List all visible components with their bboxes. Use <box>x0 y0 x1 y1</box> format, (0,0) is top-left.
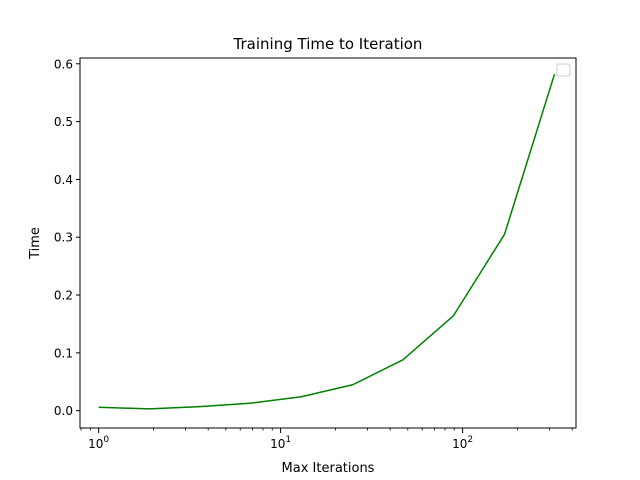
y-axis-label: Time <box>28 227 43 260</box>
y-tick-label: 0.4 <box>54 173 73 187</box>
x-axis-label: Max Iterations <box>282 461 375 476</box>
y-tick-label: 0.5 <box>54 115 73 129</box>
plot-area <box>98 73 556 410</box>
y-axis: 0.0 0.1 0.2 0.3 0.4 0.5 0.6 <box>54 57 80 418</box>
x-tick-label: 102 <box>452 435 473 451</box>
legend-box <box>556 63 571 77</box>
y-tick-label: 0.0 <box>54 404 73 418</box>
plot-frame <box>79 57 577 429</box>
series-line-0 <box>98 73 556 410</box>
y-tick-label: 0.6 <box>54 57 73 71</box>
x-tick-label: 100 <box>88 435 109 451</box>
y-tick-label: 0.1 <box>54 346 73 360</box>
y-tick-label: 0.3 <box>54 231 73 245</box>
x-tick-label: 101 <box>270 435 291 451</box>
y-tick-label: 0.2 <box>54 289 73 303</box>
x-axis: 100 101 102 <box>80 428 573 451</box>
chart-title: Training Time to Iteration <box>233 35 423 53</box>
